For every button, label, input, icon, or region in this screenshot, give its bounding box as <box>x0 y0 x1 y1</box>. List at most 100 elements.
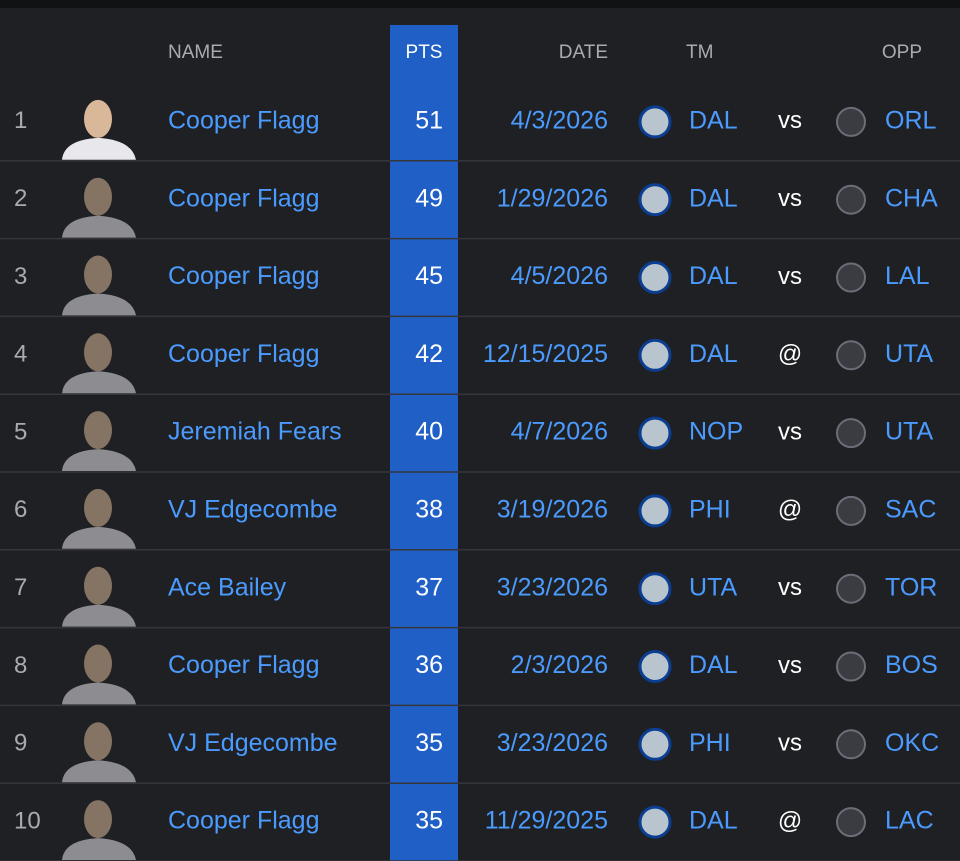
venue: vs <box>778 574 802 601</box>
player-headshot <box>62 604 136 627</box>
opponent[interactable]: LAC <box>885 807 934 835</box>
rank: 10 <box>14 807 41 834</box>
team[interactable]: PHI <box>689 729 731 757</box>
player-headshot <box>62 293 136 316</box>
team-logo <box>638 338 672 372</box>
team[interactable]: DAL <box>689 184 738 212</box>
rank: 4 <box>14 341 27 368</box>
player-name[interactable]: Jeremiah Fears <box>168 418 342 446</box>
game-date[interactable]: 1/29/2026 <box>497 184 608 212</box>
pts-column-highlight <box>390 25 458 861</box>
rank: 7 <box>14 574 27 601</box>
team[interactable]: DAL <box>689 340 738 368</box>
rank: 1 <box>14 107 27 134</box>
game-date[interactable]: 3/19/2026 <box>497 496 608 524</box>
team-logo <box>638 183 672 217</box>
team[interactable]: DAL <box>689 262 738 290</box>
team-logo <box>638 494 672 528</box>
opponent[interactable]: SAC <box>885 496 936 524</box>
game-date[interactable]: 4/3/2026 <box>511 107 608 135</box>
venue: @ <box>778 807 802 834</box>
venue: @ <box>778 496 802 523</box>
team-logo <box>638 727 672 761</box>
team[interactable]: DAL <box>689 107 738 135</box>
opponent[interactable]: UTA <box>885 340 933 368</box>
rank: 8 <box>14 652 27 679</box>
team[interactable]: UTA <box>689 573 737 601</box>
header-opp[interactable]: OPP <box>882 42 922 63</box>
team[interactable]: NOP <box>689 418 743 446</box>
player-headshot <box>62 760 136 783</box>
rank: 9 <box>14 730 27 757</box>
player-headshot <box>62 449 136 471</box>
team[interactable]: DAL <box>689 807 738 835</box>
game-date[interactable]: 11/29/2025 <box>485 807 608 835</box>
points: 49 <box>415 184 443 212</box>
team[interactable]: DAL <box>689 651 738 679</box>
points: 35 <box>415 729 443 757</box>
player-headshot <box>84 644 112 683</box>
opponent[interactable]: CHA <box>885 184 938 212</box>
opponent-logo <box>836 262 866 293</box>
opponent[interactable]: TOR <box>885 573 937 601</box>
opponent[interactable]: UTA <box>885 418 933 446</box>
rank: 5 <box>14 418 27 445</box>
rank: 2 <box>14 185 27 212</box>
opponent[interactable]: BOS <box>885 651 938 679</box>
player-headshot <box>84 488 112 527</box>
player-headshot <box>62 215 136 238</box>
game-date[interactable]: 12/15/2025 <box>483 340 608 368</box>
venue: @ <box>778 341 802 368</box>
opponent-logo <box>836 106 866 137</box>
player-headshot <box>84 99 112 138</box>
game-date[interactable]: 3/23/2026 <box>497 573 608 601</box>
player-headshot <box>84 411 112 450</box>
player-name[interactable]: Cooper Flagg <box>168 651 319 679</box>
player-name[interactable]: Ace Bailey <box>168 573 287 601</box>
player-headshot <box>84 255 112 294</box>
venue: vs <box>778 418 802 445</box>
team-logo <box>638 261 672 294</box>
player-headshot <box>84 333 112 372</box>
team[interactable]: PHI <box>689 496 731 524</box>
opponent[interactable]: ORL <box>885 107 937 135</box>
opponent[interactable]: OKC <box>885 729 939 757</box>
points: 35 <box>415 807 443 835</box>
game-date[interactable]: 4/7/2026 <box>511 418 608 446</box>
opponent-logo <box>836 651 866 682</box>
game-date[interactable]: 3/23/2026 <box>497 729 608 757</box>
player-name[interactable]: VJ Edgecombe <box>168 496 338 524</box>
player-headshot <box>84 566 112 605</box>
player-name[interactable]: Cooper Flagg <box>168 107 319 135</box>
player-name[interactable]: Cooper Flagg <box>168 262 319 290</box>
venue: vs <box>778 730 802 757</box>
player-headshot <box>62 526 136 549</box>
points: 45 <box>415 262 443 290</box>
player-name[interactable]: VJ Edgecombe <box>168 729 338 757</box>
game-date[interactable]: 2/3/2026 <box>511 651 608 679</box>
opponent-logo <box>836 807 866 838</box>
team-logo <box>638 416 672 450</box>
player-name[interactable]: Cooper Flagg <box>168 807 319 835</box>
player-name[interactable]: Cooper Flagg <box>168 340 319 368</box>
player-headshot <box>62 838 136 860</box>
top-strip <box>0 0 960 8</box>
player-headshot <box>62 137 136 160</box>
opponent[interactable]: LAL <box>885 262 930 290</box>
header-team[interactable]: TM <box>686 42 713 63</box>
points: 37 <box>415 573 443 601</box>
player-headshot <box>62 371 136 394</box>
points: 51 <box>415 107 443 135</box>
player-headshot <box>84 177 112 216</box>
header-date[interactable]: DATE <box>559 42 608 63</box>
venue: vs <box>778 185 802 212</box>
opponent-logo <box>836 340 866 371</box>
venue: vs <box>778 652 802 679</box>
rank: 3 <box>14 263 27 290</box>
opponent-logo <box>836 729 866 760</box>
header-name[interactable]: NAME <box>168 42 223 63</box>
game-date[interactable]: 4/5/2026 <box>511 262 608 290</box>
points: 36 <box>415 651 443 679</box>
player-name[interactable]: Cooper Flagg <box>168 184 319 212</box>
header-pts[interactable]: PTS <box>406 42 443 63</box>
